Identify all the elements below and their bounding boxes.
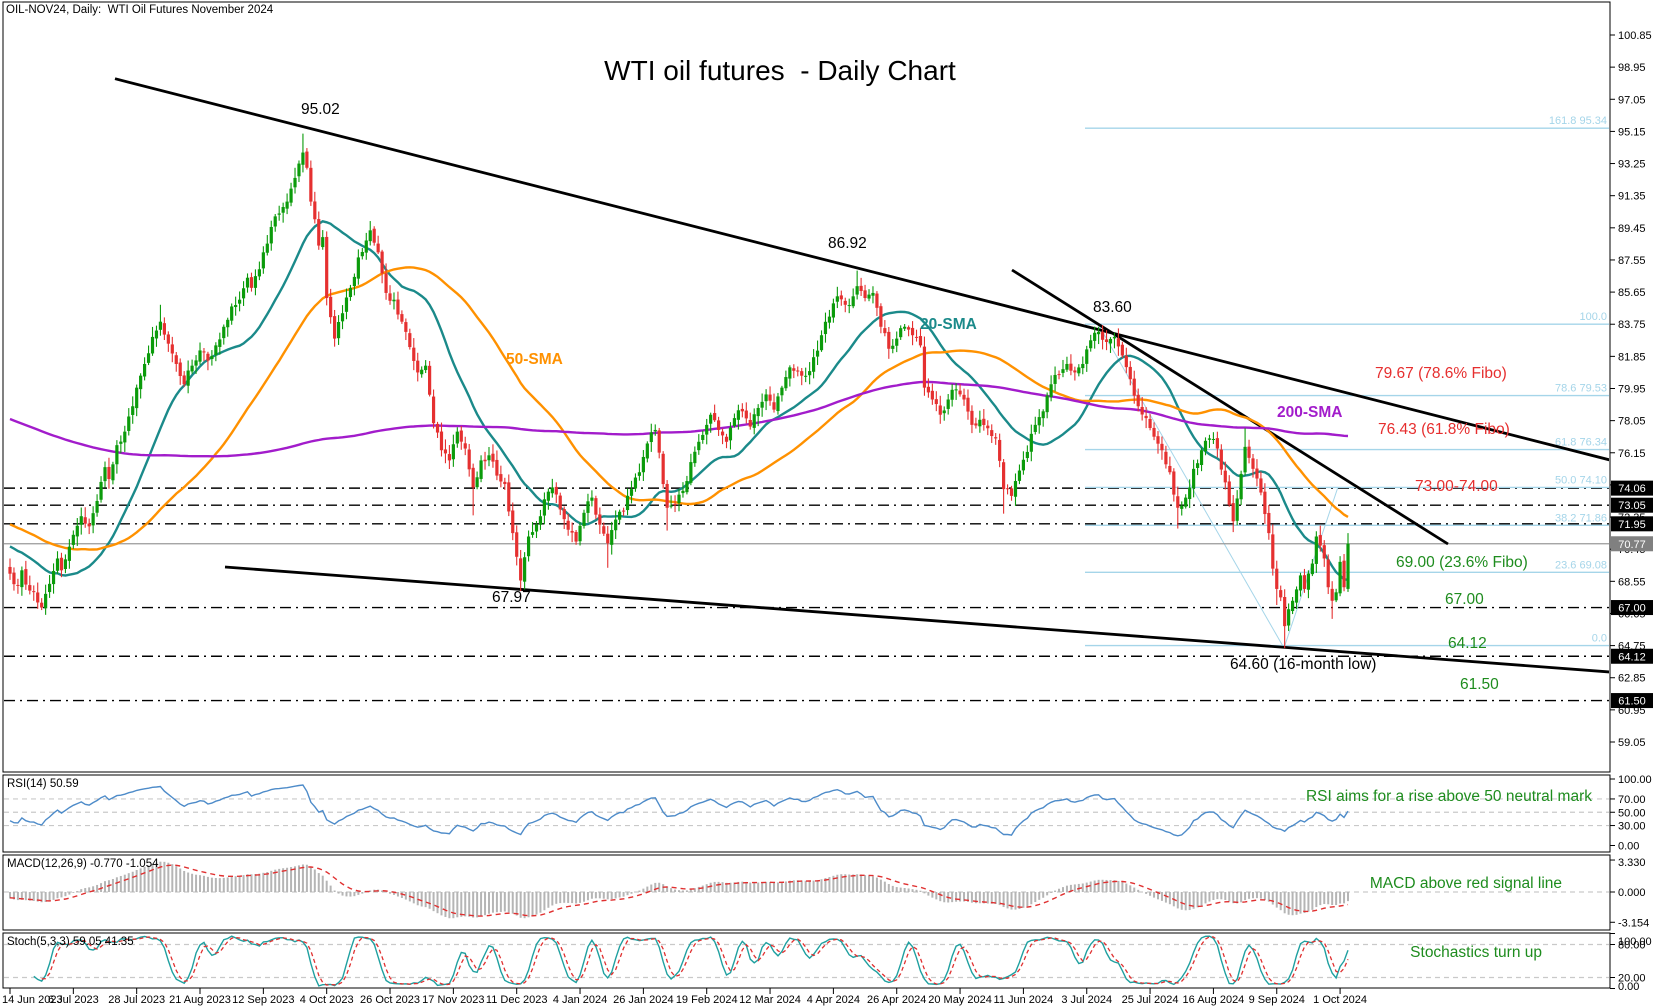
svg-text:12 Mar 2024: 12 Mar 2024 xyxy=(739,994,801,1006)
svg-text:50.00: 50.00 xyxy=(1618,807,1646,819)
svg-text:-3.154: -3.154 xyxy=(1618,917,1649,929)
svg-text:11 Dec 2023: 11 Dec 2023 xyxy=(486,994,548,1006)
annotation-level-61: 61.50 xyxy=(1460,676,1499,693)
svg-text:20 May 2024: 20 May 2024 xyxy=(928,994,992,1006)
svg-text:79.95: 79.95 xyxy=(1618,384,1646,396)
svg-text:76.15: 76.15 xyxy=(1618,448,1646,460)
svg-text:11 Jun 2024: 11 Jun 2024 xyxy=(994,994,1054,1006)
svg-text:100.85: 100.85 xyxy=(1618,30,1652,42)
svg-text:16 Aug 2024: 16 Aug 2024 xyxy=(1183,994,1245,1006)
svg-text:6 Jul 2023: 6 Jul 2023 xyxy=(48,994,99,1006)
svg-text:70.77: 70.77 xyxy=(1618,539,1646,551)
sma20-label: 20-SMA xyxy=(920,316,977,333)
svg-text:83.75: 83.75 xyxy=(1618,319,1646,331)
annotation-low-64: 64.60 (16-month low) xyxy=(1230,656,1377,673)
macd-annotation: MACD above red signal line xyxy=(1369,875,1562,892)
svg-text:4 Apr 2024: 4 Apr 2024 xyxy=(807,994,860,1006)
svg-text:1 Oct 2024: 1 Oct 2024 xyxy=(1313,994,1367,1006)
chart-title: WTI oil futures - Daily Chart xyxy=(604,55,956,86)
svg-text:100.00: 100.00 xyxy=(1618,774,1652,786)
svg-text:100.00: 100.00 xyxy=(1618,936,1652,948)
svg-text:19 Feb 2024: 19 Feb 2024 xyxy=(676,994,738,1006)
svg-text:14 Jun 2023: 14 Jun 2023 xyxy=(2,994,63,1006)
svg-text:9 Sep 2024: 9 Sep 2024 xyxy=(1249,994,1305,1006)
annotation-high-83: 83.60 xyxy=(1093,299,1132,316)
svg-text:38.2 71.86: 38.2 71.86 xyxy=(1555,512,1607,524)
svg-text:161.8 95.34: 161.8 95.34 xyxy=(1549,115,1607,127)
sma50-label: 50-SMA xyxy=(506,351,563,368)
rsi-label: RSI(14) 50.59 xyxy=(7,778,79,790)
annotation-high-86: 86.92 xyxy=(828,235,867,252)
svg-text:81.85: 81.85 xyxy=(1618,351,1646,363)
svg-text:12 Sep 2023: 12 Sep 2023 xyxy=(232,994,294,1006)
svg-text:20.00: 20.00 xyxy=(1618,973,1646,985)
stoch-label: Stoch(5,3,3) 59.05 41.35 xyxy=(7,936,134,948)
macd-label: MACD(12,26,9) -0.770 -1.054 xyxy=(7,858,159,870)
annotation-zone-73-74: 73.00-74.00 xyxy=(1415,478,1498,495)
svg-text:30.00: 30.00 xyxy=(1618,821,1646,833)
svg-text:0.00: 0.00 xyxy=(1618,981,1639,993)
svg-text:0.000: 0.000 xyxy=(1618,887,1646,899)
svg-text:93.25: 93.25 xyxy=(1618,159,1646,171)
svg-text:95.15: 95.15 xyxy=(1618,126,1646,138)
svg-text:25 Jul 2024: 25 Jul 2024 xyxy=(1122,994,1179,1006)
svg-text:71.95: 71.95 xyxy=(1618,519,1646,531)
annotation-high-95: 95.02 xyxy=(301,101,340,118)
svg-text:28 Jul 2023: 28 Jul 2023 xyxy=(108,994,165,1006)
svg-text:78.6 79.53: 78.6 79.53 xyxy=(1555,383,1607,395)
svg-text:26 Jan 2024: 26 Jan 2024 xyxy=(613,994,674,1006)
svg-text:80.00: 80.00 xyxy=(1618,940,1646,952)
svg-text:61.50: 61.50 xyxy=(1618,696,1646,708)
svg-text:100.0: 100.0 xyxy=(1579,311,1607,323)
annotation-level-67: 67.00 xyxy=(1445,591,1484,608)
svg-text:97.05: 97.05 xyxy=(1618,94,1646,106)
svg-text:23.6 69.08: 23.6 69.08 xyxy=(1555,559,1607,571)
svg-text:74.06: 74.06 xyxy=(1618,483,1646,495)
svg-text:17 Nov 2023: 17 Nov 2023 xyxy=(422,994,484,1006)
svg-text:0.0: 0.0 xyxy=(1592,633,1607,645)
svg-text:87.55: 87.55 xyxy=(1618,255,1646,267)
svg-text:26 Oct 2023: 26 Oct 2023 xyxy=(360,994,420,1006)
svg-text:21 Aug 2023: 21 Aug 2023 xyxy=(169,994,231,1006)
annotation-fibo-786: 79.67 (78.6% Fibo) xyxy=(1375,365,1507,382)
svg-text:70.00: 70.00 xyxy=(1618,794,1646,806)
svg-text:0.00: 0.00 xyxy=(1618,841,1639,853)
svg-text:91.35: 91.35 xyxy=(1618,191,1646,203)
sma200-label: 200-SMA xyxy=(1277,404,1343,421)
svg-text:98.95: 98.95 xyxy=(1618,62,1646,74)
svg-text:4 Oct 2023: 4 Oct 2023 xyxy=(300,994,354,1006)
svg-text:64.12: 64.12 xyxy=(1618,651,1646,663)
svg-text:26 Apr 2024: 26 Apr 2024 xyxy=(867,994,926,1006)
svg-text:73.05: 73.05 xyxy=(1618,500,1646,512)
svg-text:68.55: 68.55 xyxy=(1618,576,1646,588)
rsi-annotation: RSI aims for a rise above 50 neutral mar… xyxy=(1305,788,1592,805)
svg-text:78.05: 78.05 xyxy=(1618,416,1646,428)
svg-text:59.05: 59.05 xyxy=(1618,737,1646,749)
svg-text:85.65: 85.65 xyxy=(1618,287,1646,299)
annotation-fibo-618: 76.43 (61.8% Fibo) xyxy=(1378,421,1510,438)
svg-text:50.0 74.10: 50.0 74.10 xyxy=(1555,474,1607,486)
annotation-low-67: 67.97 xyxy=(492,589,531,606)
svg-text:61.8 76.34: 61.8 76.34 xyxy=(1555,437,1607,449)
svg-text:4 Jan 2024: 4 Jan 2024 xyxy=(553,994,607,1006)
annotation-level-64: 64.12 xyxy=(1448,635,1487,652)
annotation-fibo-236: 69.00 (23.6% Fibo) xyxy=(1396,554,1528,571)
svg-text:3.330: 3.330 xyxy=(1618,857,1646,869)
svg-text:67.00: 67.00 xyxy=(1618,603,1646,615)
svg-text:3 Jul 2024: 3 Jul 2024 xyxy=(1061,994,1112,1006)
svg-text:62.85: 62.85 xyxy=(1618,673,1646,685)
symbol-info: OIL-NOV24, Daily: WTI Oil Futures Novemb… xyxy=(6,4,274,16)
svg-text:89.45: 89.45 xyxy=(1618,223,1646,235)
stoch-annotation: Stochastics turn up xyxy=(1410,944,1542,961)
